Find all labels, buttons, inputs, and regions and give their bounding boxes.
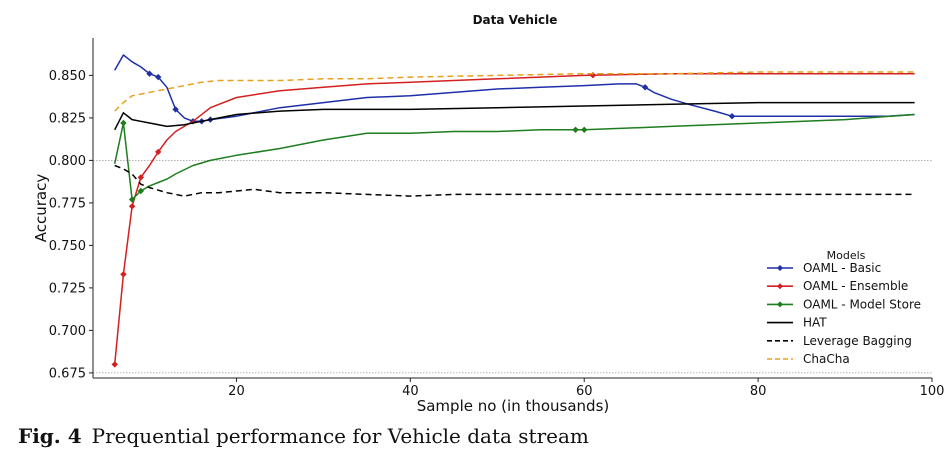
legend-marker [777,283,783,290]
chart-title: Data Vehicle [473,13,558,27]
y-tick-label: 0.700 [49,324,86,339]
series-marker [155,148,162,156]
series-marker [137,187,145,195]
x-tick-label: 40 [402,384,419,399]
y-tick-label: 0.775 [49,196,86,211]
legend-marker [777,265,783,271]
x-tick-label: 80 [750,384,767,399]
series-marker [137,174,145,181]
y-tick-label: 0.725 [49,281,86,296]
series-marker [581,126,588,133]
series-line-1 [113,72,915,365]
reference-lines [93,159,932,374]
series-line-4 [114,164,915,197]
series-line-0 [114,54,915,123]
accuracy-line-chart: Data Vehicle 0.6750.7000.7250.7500.7750.… [32,13,945,415]
series-marker [641,84,649,91]
series-marker [120,271,127,278]
legend-entry-label: ChaCha [803,352,850,366]
y-tick-label: 0.675 [49,366,86,381]
legend-entry-label: OAML - Basic [803,261,881,275]
series-marker [120,119,127,127]
y-tick-label: 0.825 [49,111,86,126]
series-lines [111,54,915,368]
legend-entry-label: HAT [803,316,827,330]
series-line-2 [113,113,915,201]
x-tick-label: 100 [920,384,945,399]
y-tick-label: 0.750 [49,239,86,254]
x-tick-label: 20 [228,384,245,399]
y-tick-label: 0.850 [49,69,86,84]
y-tick-label: 0.800 [49,154,86,169]
series-marker [572,126,579,133]
legend-title: Models [827,249,866,262]
series-marker [146,70,153,77]
axes: 0.675 0.700 0.725 0.750 0.775 0.800 0.825 0.850… [49,38,945,399]
series-marker [128,203,136,210]
x-tick-label: 60 [576,384,593,399]
legend-entry-label: OAML - Ensemble [803,279,908,293]
series-marker [111,361,118,368]
series-marker [589,72,597,79]
series-line-5 [114,71,915,112]
series-marker [728,113,736,120]
caption-text: Prequential performance for Vehicle data… [91,424,589,448]
x-axis-label: Sample no (in thousands) [417,397,610,415]
legend-entry-label: Leverage Bagging [803,334,912,348]
figure-caption: Fig. 4 Prequential performance for Vehicl… [18,424,589,448]
series-marker [155,73,162,81]
series-marker [128,196,136,203]
legend-entry-label: OAML - Model Store [803,297,921,311]
figure-label: Fig. 4 [18,424,82,448]
series-marker [172,106,179,113]
y-axis-label: Accuracy [32,174,50,243]
legend-marker [777,301,783,308]
series-line-3 [114,101,915,131]
